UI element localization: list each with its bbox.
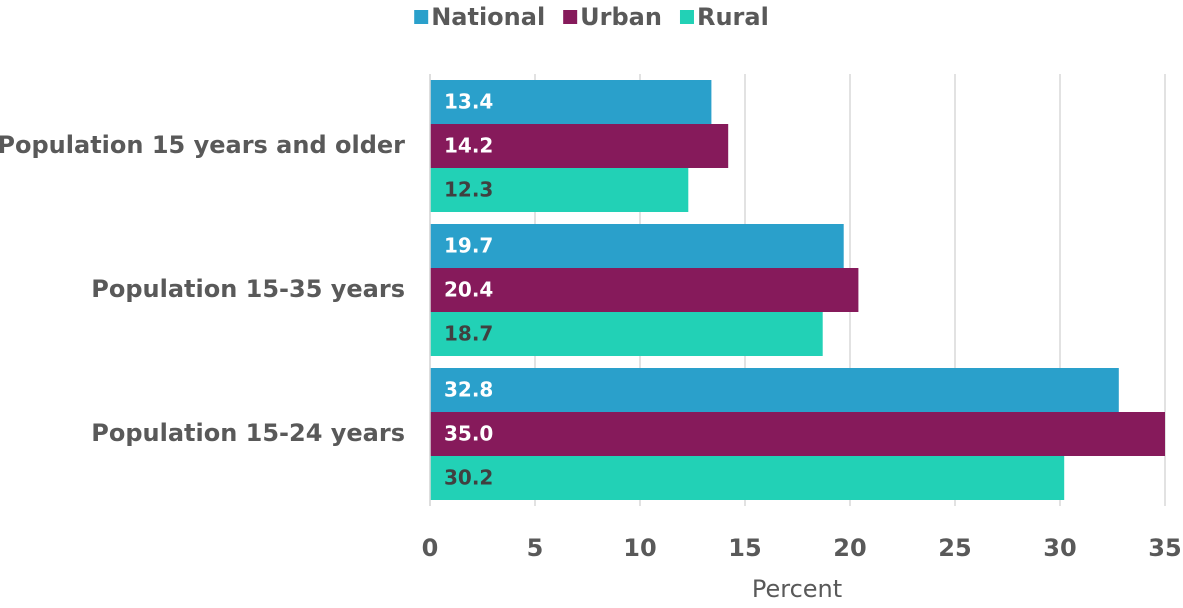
- legend-swatch: [679, 10, 694, 24]
- x-tick-label: 20: [833, 534, 866, 562]
- x-tick-label: 15: [728, 534, 761, 562]
- y-tick-label: Population 15 years and older: [0, 131, 405, 159]
- x-tick-label: 30: [1043, 534, 1076, 562]
- bar: [430, 268, 859, 312]
- bar: [430, 224, 844, 268]
- data-label: 12.3: [444, 178, 493, 202]
- data-label: 19.7: [444, 234, 493, 258]
- legend-label: National: [431, 3, 545, 31]
- x-tick-label: 10: [623, 534, 656, 562]
- x-axis-label: Percent: [752, 575, 842, 603]
- bar: [430, 312, 823, 356]
- bar: [430, 456, 1065, 500]
- legend-swatch: [414, 10, 429, 24]
- data-label: 18.7: [444, 322, 493, 346]
- bar: [430, 368, 1119, 412]
- bar: [430, 124, 729, 168]
- data-label: 30.2: [444, 466, 493, 490]
- legend-swatch: [563, 10, 578, 24]
- bar: [430, 80, 712, 124]
- data-label: 13.4: [444, 90, 493, 114]
- bar: [430, 168, 689, 212]
- legend-label: Rural: [697, 3, 769, 31]
- data-label: 32.8: [444, 378, 493, 402]
- x-tick-label: 0: [422, 534, 439, 562]
- data-label: 14.2: [444, 134, 493, 158]
- x-tick-label: 25: [938, 534, 971, 562]
- data-label: 35.0: [444, 422, 493, 446]
- y-tick-label: Population 15-35 years: [91, 275, 405, 303]
- x-tick-label: 35: [1148, 534, 1181, 562]
- y-tick-label: Population 15-24 years: [91, 419, 405, 447]
- x-tick-label: 5: [527, 534, 544, 562]
- legend-label: Urban: [580, 3, 662, 31]
- data-label: 20.4: [444, 278, 493, 302]
- bar: [430, 412, 1165, 456]
